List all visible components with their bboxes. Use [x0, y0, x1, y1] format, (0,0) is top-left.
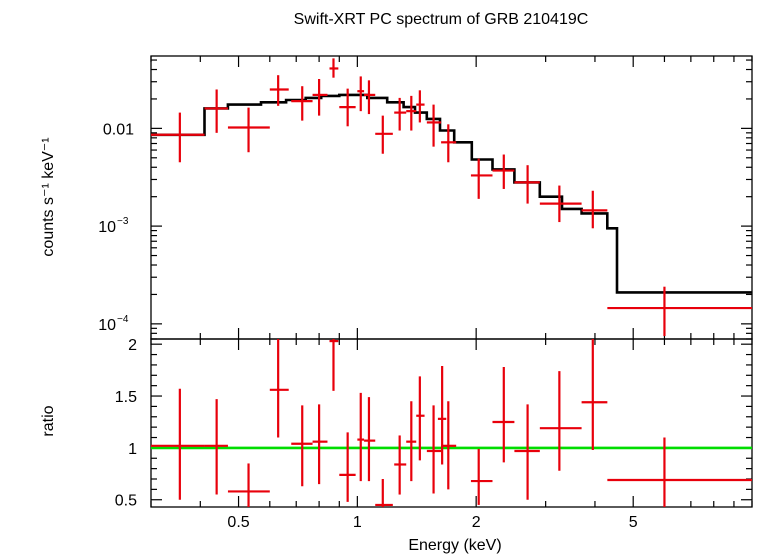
spectrum-data-point	[204, 89, 228, 133]
spectrum-y-axis-label: counts s⁻¹ keV⁻¹	[40, 137, 57, 256]
ratio-panel: 0.5 1 1.5 2 0.5 1 2 5 ratio Energy (keV)	[40, 337, 753, 554]
spectrum-data-point	[426, 104, 442, 147]
model-step-line	[151, 93, 752, 294]
x-tick-label: 1	[353, 514, 362, 531]
spectrum-data-point	[581, 190, 608, 229]
ratio-data-point	[364, 397, 376, 482]
ratio-data-point	[581, 339, 608, 450]
y-tick-label: 1.5	[115, 389, 137, 406]
x-tick-label: 2	[472, 514, 481, 531]
x-tick-label: 5	[629, 514, 638, 531]
spectrum-data-point	[329, 58, 339, 78]
spectrum-data-point	[470, 158, 493, 199]
spectrum-data-point	[269, 75, 289, 106]
spectrum-data-point	[492, 154, 515, 189]
spectrum-data-point	[312, 78, 328, 116]
ratio-data-point	[329, 339, 339, 391]
ratio-data-point	[607, 437, 752, 507]
ratio-data-point	[204, 399, 228, 495]
x-tick-label: 0.5	[227, 514, 249, 531]
ratio-data-point	[375, 479, 393, 507]
ratio-data-point	[492, 367, 515, 463]
ratio-data-point	[441, 401, 457, 490]
ratio-data-point	[406, 401, 417, 482]
ratio-data-point	[291, 405, 313, 487]
ratio-data-point	[426, 405, 442, 494]
spectrum-data-point	[339, 88, 356, 127]
ratio-data-point	[416, 376, 425, 461]
ratio-data-point	[357, 392, 365, 482]
ratio-data-point	[339, 432, 356, 502]
ratio-data-point	[394, 435, 407, 495]
spectrum-data-point	[416, 90, 425, 123]
spectrum-data-point	[441, 124, 457, 163]
chart-title: Swift-XRT PC spectrum of GRB 210419C	[294, 11, 589, 28]
ratio-data-point	[470, 448, 493, 505]
spectrum-data-point	[291, 86, 313, 121]
ratio-data-point	[514, 404, 540, 500]
y-tick-label-exponent: −4	[117, 314, 129, 325]
ratio-data-point	[437, 365, 447, 465]
spectrum-data-point	[539, 185, 582, 223]
y-tick-label: 0.5	[115, 493, 137, 510]
spectrum-data-point	[357, 76, 365, 112]
spectrum-data-point	[394, 97, 407, 131]
ratio-data-point	[227, 463, 270, 507]
ratio-data-point	[312, 404, 328, 485]
x-axis-label: Energy (keV)	[408, 537, 501, 554]
spectrum-data-point	[406, 95, 417, 131]
ratio-data-point	[269, 339, 289, 438]
y-tick-label: 10	[98, 317, 116, 334]
y-tick-label: 0.01	[103, 121, 134, 138]
ratio-y-axis-label: ratio	[40, 405, 57, 436]
ratio-data-point	[539, 371, 582, 471]
ratio-data-point	[151, 388, 205, 500]
spectrum-data-point	[375, 115, 393, 154]
ratio-plot-frame	[150, 338, 753, 508]
spectrum-data-point	[151, 112, 205, 163]
spectrum-data-point	[514, 165, 540, 204]
y-tick-label: 2	[128, 337, 137, 354]
spectrum-plot-frame	[150, 55, 753, 340]
y-tick-label-exponent: −3	[117, 216, 129, 227]
spectrum-data-point	[364, 80, 376, 115]
y-tick-label: 10	[98, 219, 116, 236]
y-tick-label: 1	[128, 441, 137, 458]
spectrum-data-point	[607, 286, 752, 337]
spectrum-data-point	[227, 107, 270, 153]
